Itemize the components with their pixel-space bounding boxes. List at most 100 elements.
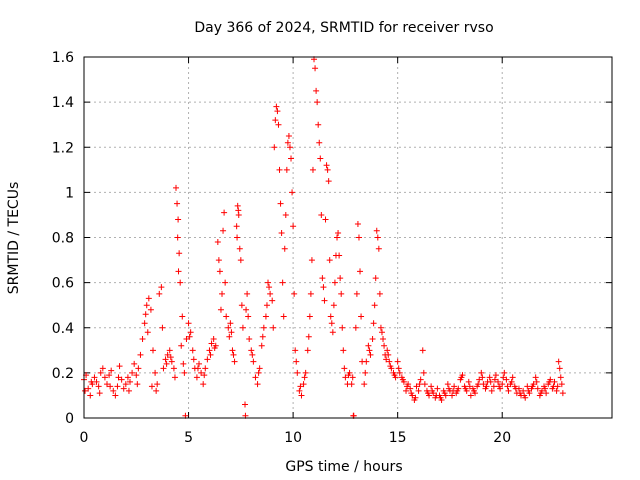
data-point: [486, 374, 493, 381]
data-point: [292, 347, 299, 354]
data-point: [95, 383, 102, 390]
data-point: [441, 390, 448, 397]
data-point: [385, 351, 392, 358]
data-point: [125, 387, 132, 394]
data-point: [106, 372, 113, 379]
data-point: [239, 324, 246, 331]
data-point: [159, 324, 166, 331]
data-point: [293, 358, 300, 365]
data-point: [129, 369, 136, 376]
data-point: [222, 279, 229, 286]
data-point: [556, 365, 563, 372]
data-point: [492, 372, 499, 379]
data-point: [254, 381, 261, 388]
data-point: [509, 374, 516, 381]
data-point: [291, 290, 298, 297]
data-point: [321, 297, 328, 304]
grid-lines: [84, 57, 612, 418]
data-point: [358, 313, 365, 320]
data-point: [144, 329, 151, 336]
data-point: [176, 250, 183, 257]
data-point: [399, 376, 406, 383]
data-point: [249, 351, 256, 358]
data-point: [317, 155, 324, 162]
data-point: [147, 306, 154, 313]
data-point: [445, 385, 452, 392]
data-point: [284, 139, 291, 146]
data-point: [233, 223, 240, 230]
data-point: [501, 369, 508, 376]
data-point: [227, 320, 234, 327]
data-point: [316, 139, 323, 146]
data-point: [193, 374, 200, 381]
data-point: [383, 356, 390, 363]
data-point: [298, 392, 305, 399]
data-point: [478, 369, 485, 376]
data-point: [348, 381, 355, 388]
data-point: [163, 360, 170, 367]
data-point: [313, 87, 320, 94]
data-point: [420, 369, 427, 376]
data-point: [532, 374, 539, 381]
data-point: [521, 392, 528, 399]
data-point: [334, 234, 341, 241]
data-point: [154, 381, 161, 388]
data-point: [85, 385, 92, 392]
data-point: [325, 178, 332, 185]
data-point: [308, 257, 315, 264]
x-axis-label: GPS time / hours: [285, 459, 402, 475]
data-point: [234, 234, 241, 241]
data-point: [167, 354, 174, 361]
data-point: [483, 383, 490, 390]
data-point: [319, 275, 326, 282]
data-point: [171, 374, 178, 381]
data-point: [237, 257, 244, 264]
data-point: [235, 207, 242, 214]
data-point: [229, 347, 236, 354]
data-point: [307, 290, 314, 297]
data-point: [302, 369, 309, 376]
data-point: [381, 342, 388, 349]
data-point: [104, 381, 111, 388]
data-point: [177, 279, 184, 286]
data-point: [374, 234, 381, 241]
data-point: [87, 392, 94, 399]
data-point: [419, 347, 426, 354]
data-point: [352, 324, 359, 331]
y-tick-label: 1.6: [52, 50, 74, 66]
x-tick-label: 15: [389, 430, 407, 446]
data-point: [258, 342, 265, 349]
data-point: [88, 378, 95, 385]
data-point: [557, 374, 564, 381]
data-point: [263, 302, 270, 309]
data-point: [479, 374, 486, 381]
data-point: [315, 121, 322, 128]
data-point: [221, 209, 228, 216]
data-point: [391, 372, 398, 379]
data-point: [403, 387, 410, 394]
data-point: [256, 365, 263, 372]
data-point: [267, 290, 274, 297]
data-point: [329, 329, 336, 336]
data-point: [327, 313, 334, 320]
data-point: [150, 347, 157, 354]
data-point: [534, 385, 541, 392]
data-point: [198, 369, 205, 376]
data-point: [286, 144, 293, 151]
data-point: [282, 211, 289, 218]
data-point: [444, 381, 451, 388]
data-point: [366, 347, 373, 354]
data-point: [269, 297, 276, 304]
data-point: [520, 387, 527, 394]
data-point: [337, 275, 344, 282]
data-point: [175, 268, 182, 275]
data-point: [454, 387, 461, 394]
data-point: [354, 220, 361, 227]
data-point: [326, 257, 333, 264]
data-point: [234, 202, 241, 209]
data-point: [417, 376, 424, 383]
data-point: [365, 342, 372, 349]
y-axis-label: SRMTID / TECUs: [6, 182, 22, 295]
data-point: [244, 290, 251, 297]
